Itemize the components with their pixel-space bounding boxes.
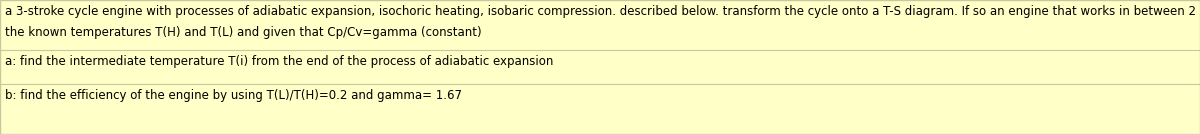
Text: the known temperatures T(H) and T(L) and given that Cp/Cv=gamma (constant): the known temperatures T(H) and T(L) and…: [5, 26, 481, 39]
Text: a: find the intermediate temperature T(i) from the end of the process of adiabat: a: find the intermediate temperature T(i…: [5, 55, 553, 68]
Text: b: find the efficiency of the engine by using T(L)/T(H)=0.2 and gamma= 1.67: b: find the efficiency of the engine by …: [5, 89, 462, 102]
Text: a 3-stroke cycle engine with processes of adiabatic expansion, isochoric heating: a 3-stroke cycle engine with processes o…: [5, 5, 1200, 18]
